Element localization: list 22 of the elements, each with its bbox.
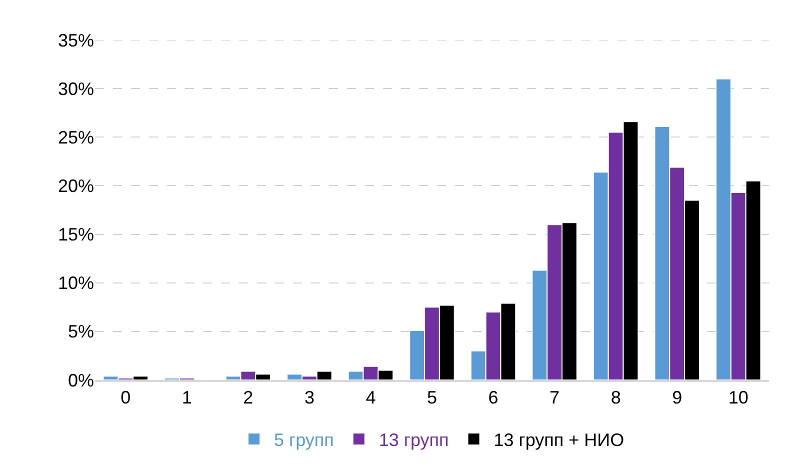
y-tick-label: 15% bbox=[58, 224, 94, 245]
y-tick-label: 25% bbox=[58, 127, 94, 148]
x-tick-label: 2 bbox=[243, 388, 254, 408]
legend-label: 5 групп bbox=[274, 430, 334, 450]
x-tick-label: 9 bbox=[672, 388, 682, 408]
x-tick-label: 3 bbox=[304, 388, 314, 408]
y-tick-label: 20% bbox=[58, 176, 94, 196]
y-tick-label: 0% bbox=[68, 370, 94, 390]
legend-label: 13 групп + НИО bbox=[494, 430, 624, 450]
x-tick-label: 5 bbox=[426, 388, 438, 408]
x-tick-label: 10 bbox=[728, 388, 748, 408]
y-tick-label: 30% bbox=[58, 78, 94, 99]
x-tick-label: 8 bbox=[610, 388, 621, 408]
x-tick-label: 0 bbox=[120, 388, 131, 408]
y-tick-label: 10% bbox=[58, 273, 94, 294]
x-tick-label: 4 bbox=[366, 388, 376, 408]
x-tick-label: 6 bbox=[488, 388, 498, 408]
legend-label: 13 групп bbox=[378, 430, 449, 450]
x-tick-label: 7 bbox=[550, 388, 560, 408]
y-tick-label: 5% bbox=[68, 322, 94, 342]
y-tick-label: 35% bbox=[58, 30, 94, 50]
x-tick-label: 1 bbox=[182, 388, 192, 408]
